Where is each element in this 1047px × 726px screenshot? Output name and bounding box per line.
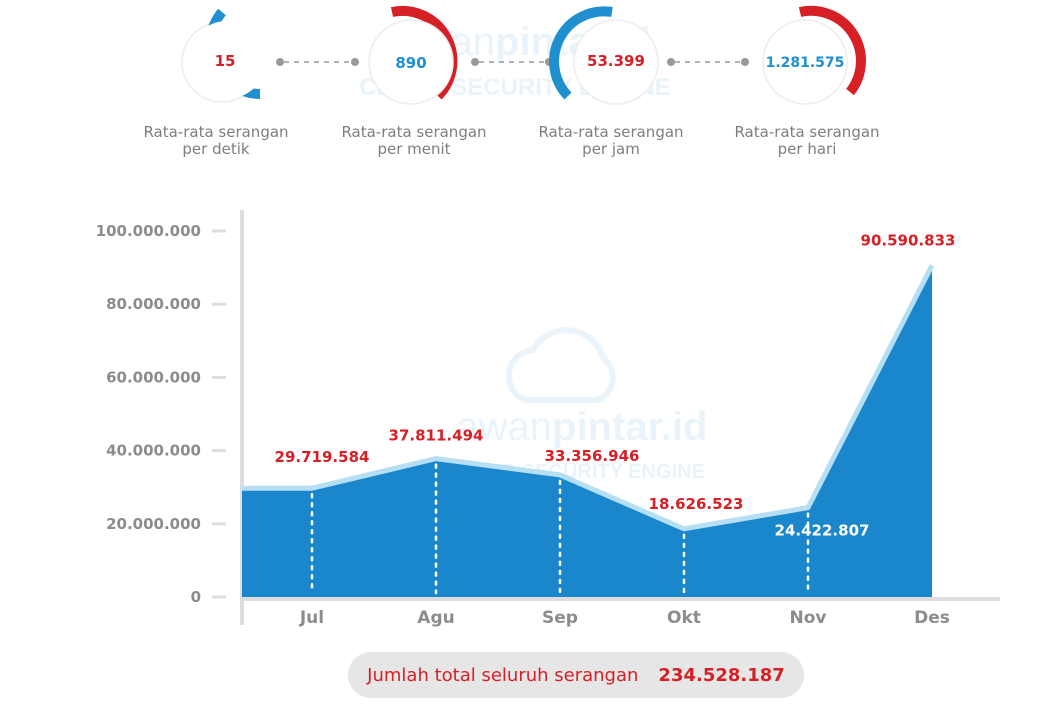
y-tick-label: 100.000.000	[96, 222, 201, 240]
stat-value-per-second: 15	[214, 52, 236, 70]
x-tick-label: Jul	[299, 608, 324, 628]
stat-value-per-hour: 53.399	[587, 52, 645, 70]
area-fill	[242, 265, 932, 597]
area-series	[242, 264, 935, 597]
stat-ring-1	[181, 8, 266, 103]
stat-label-line1: Rata-rata serangan	[341, 123, 487, 141]
x-tick-label: Sep	[542, 608, 578, 628]
stat-label-per-hour: Rata-rata serangan per jam	[511, 124, 711, 158]
stat-label-per-minute: Rata-rata serangan per menit	[314, 124, 514, 158]
stat-ring-4	[762, 5, 866, 105]
data-label: 37.811.494	[389, 427, 484, 445]
stat-label-per-day: Rata-rata serangan per hari	[707, 124, 907, 158]
x-tick-label: Okt	[667, 608, 701, 628]
stat-ring-2	[368, 5, 458, 105]
total-attacks-pill: Jumlah total seluruh serangan 234.528.18…	[348, 652, 804, 698]
stat-label-per-second: Rata-rata serangan per detik	[116, 124, 316, 158]
stat-label-line2: per hari	[777, 140, 837, 158]
stat-ring-3	[549, 6, 659, 105]
stat-label-line1: Rata-rata serangan	[143, 123, 289, 141]
y-tick-label: 80.000.000	[106, 295, 201, 313]
x-tick-label: Agu	[417, 608, 454, 628]
x-tick-label: Des	[914, 608, 950, 628]
stat-value-per-minute: 890	[395, 54, 427, 72]
y-tick-label: 0	[191, 588, 201, 606]
area-chart: 0 20.000.000 40.000.000 60.000.000 80.000.00…	[96, 210, 1000, 628]
y-tick-label: 20.000.000	[106, 515, 201, 533]
data-label: 90.590.833	[861, 231, 956, 249]
data-label: 24.422.807	[775, 522, 870, 540]
y-axis: 0 20.000.000 40.000.000 60.000.000 80.000.00…	[96, 210, 244, 625]
data-labels: 29.719.584 37.811.494 33.356.946 18.626.523…	[275, 231, 956, 539]
x-axis: Jul Agu Sep Okt Nov Des	[242, 597, 1000, 628]
area-top-edge	[242, 264, 935, 532]
x-tick-label: Nov	[790, 608, 827, 628]
y-tick-label: 60.000.000	[106, 368, 201, 386]
stats-rings	[181, 5, 866, 105]
stat-label-line1: Rata-rata serangan	[734, 123, 880, 141]
stat-label-line1: Rata-rata serangan	[538, 123, 684, 141]
stats-row: 15 890 53.399 1.281.575 Rata-rata serang…	[0, 0, 1047, 170]
total-value: 234.528.187	[658, 664, 785, 686]
stat-value-per-day: 1.281.575	[765, 55, 845, 71]
total-label: Jumlah total seluruh serangan	[367, 664, 639, 686]
data-label: 33.356.946	[545, 447, 640, 465]
stat-label-line2: per menit	[377, 140, 451, 158]
data-label: 29.719.584	[275, 448, 370, 466]
stat-label-line2: per jam	[582, 140, 640, 158]
y-tick-label: 40.000.000	[106, 442, 201, 460]
connector-3	[667, 58, 749, 66]
data-label: 18.626.523	[649, 495, 744, 513]
connector-1	[276, 58, 359, 66]
stat-label-line2: per detik	[182, 140, 250, 158]
